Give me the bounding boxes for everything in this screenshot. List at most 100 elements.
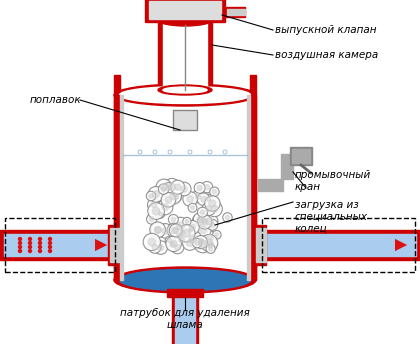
- Circle shape: [183, 217, 191, 226]
- Circle shape: [39, 237, 42, 240]
- Circle shape: [205, 239, 213, 247]
- Circle shape: [197, 207, 207, 217]
- Circle shape: [169, 224, 182, 237]
- Circle shape: [210, 187, 219, 196]
- Circle shape: [197, 216, 203, 223]
- Circle shape: [175, 233, 188, 246]
- Circle shape: [207, 219, 218, 230]
- Circle shape: [197, 185, 202, 190]
- Circle shape: [156, 179, 172, 195]
- Circle shape: [162, 204, 169, 211]
- Bar: [290, 147, 312, 165]
- Circle shape: [153, 150, 157, 154]
- Circle shape: [168, 183, 176, 191]
- Text: загрузка из
специальных
колец: загрузка из специальных колец: [295, 200, 368, 233]
- Circle shape: [161, 193, 176, 207]
- Ellipse shape: [120, 86, 250, 104]
- Circle shape: [195, 222, 211, 238]
- Circle shape: [207, 201, 222, 217]
- Circle shape: [205, 185, 210, 190]
- Circle shape: [198, 215, 212, 229]
- Circle shape: [161, 187, 166, 192]
- Circle shape: [178, 225, 195, 242]
- Circle shape: [167, 223, 181, 238]
- Bar: [120, 95, 123, 280]
- Bar: [256, 230, 420, 260]
- Circle shape: [48, 237, 52, 240]
- Circle shape: [165, 236, 174, 245]
- Bar: [110, 228, 120, 262]
- Circle shape: [171, 227, 178, 234]
- Circle shape: [200, 210, 205, 214]
- Circle shape: [18, 241, 21, 245]
- Circle shape: [170, 192, 177, 200]
- Circle shape: [29, 249, 32, 252]
- Circle shape: [182, 229, 190, 237]
- Bar: [260, 234, 416, 256]
- Circle shape: [158, 200, 173, 215]
- Bar: [256, 228, 266, 262]
- Circle shape: [166, 236, 181, 251]
- Circle shape: [154, 226, 161, 233]
- Circle shape: [18, 249, 21, 252]
- Circle shape: [183, 236, 197, 250]
- Circle shape: [48, 241, 52, 245]
- Circle shape: [148, 238, 156, 246]
- Circle shape: [174, 195, 179, 199]
- Circle shape: [186, 236, 196, 246]
- Circle shape: [204, 231, 216, 244]
- Circle shape: [201, 196, 206, 202]
- Bar: [225, 7, 245, 17]
- Circle shape: [143, 233, 160, 250]
- Bar: [250, 95, 256, 280]
- Bar: [0, 230, 114, 260]
- Bar: [145, 0, 225, 22]
- Circle shape: [199, 215, 210, 226]
- Circle shape: [191, 206, 194, 210]
- Circle shape: [138, 150, 142, 154]
- Circle shape: [186, 240, 193, 246]
- Circle shape: [163, 183, 174, 194]
- Circle shape: [152, 244, 158, 250]
- Circle shape: [165, 196, 172, 203]
- Circle shape: [146, 191, 156, 201]
- Circle shape: [226, 215, 230, 219]
- Circle shape: [171, 217, 176, 222]
- Circle shape: [197, 218, 204, 225]
- Circle shape: [201, 234, 218, 251]
- Circle shape: [39, 241, 42, 245]
- Circle shape: [192, 238, 202, 248]
- Bar: [175, 292, 195, 344]
- Circle shape: [199, 240, 207, 248]
- Text: выпускной клапан: выпускной клапан: [275, 25, 376, 35]
- Circle shape: [149, 241, 161, 253]
- Circle shape: [171, 242, 175, 246]
- Circle shape: [210, 222, 215, 227]
- Circle shape: [170, 240, 177, 247]
- Bar: [172, 290, 198, 344]
- Circle shape: [151, 223, 165, 237]
- Circle shape: [199, 239, 204, 243]
- Circle shape: [206, 206, 212, 212]
- Circle shape: [205, 196, 220, 211]
- Bar: [258, 179, 283, 191]
- Bar: [281, 154, 293, 179]
- Circle shape: [48, 246, 52, 248]
- Circle shape: [173, 227, 178, 233]
- Circle shape: [208, 150, 212, 154]
- Circle shape: [212, 190, 216, 194]
- Circle shape: [187, 196, 194, 202]
- Circle shape: [149, 194, 153, 198]
- Circle shape: [189, 235, 197, 243]
- Circle shape: [189, 224, 195, 230]
- Circle shape: [197, 193, 210, 206]
- Circle shape: [202, 182, 213, 193]
- Circle shape: [175, 244, 180, 250]
- Circle shape: [183, 192, 197, 206]
- Ellipse shape: [120, 269, 250, 290]
- Circle shape: [163, 179, 180, 195]
- Circle shape: [192, 190, 204, 203]
- Circle shape: [147, 198, 160, 211]
- Circle shape: [188, 150, 192, 154]
- Circle shape: [223, 213, 232, 222]
